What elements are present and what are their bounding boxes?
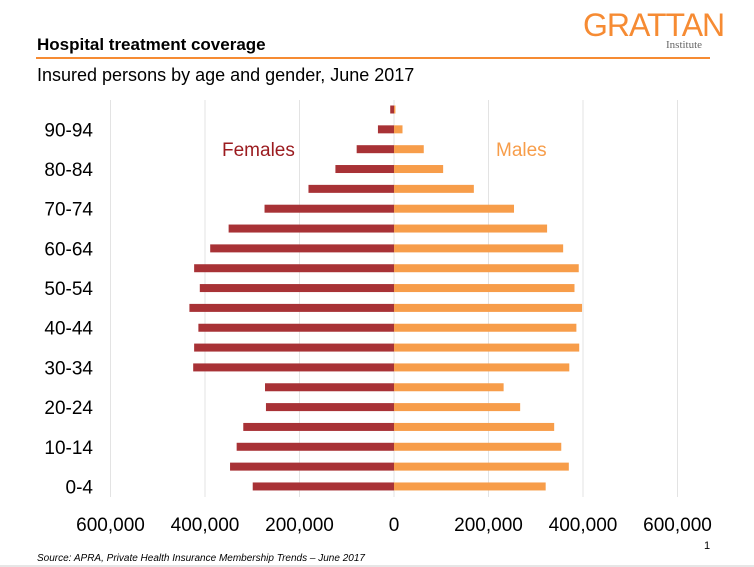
male-bar-50-54 (394, 284, 575, 293)
male-bar-35-39 (394, 343, 580, 352)
gridlines (110, 100, 678, 497)
male-bar-60-64 (394, 244, 564, 253)
male-bar-80-84 (394, 165, 444, 174)
y-tick-label: 80-84 (44, 160, 93, 181)
male-bar-10-14 (394, 442, 562, 451)
male-bar-70-74 (394, 204, 515, 213)
x-tick-label: 400,000 (549, 515, 618, 536)
female-bar-5-9 (230, 462, 394, 471)
males-annotation: Males (496, 140, 547, 161)
male-bar-25-29 (394, 383, 504, 392)
bars (189, 105, 583, 491)
female-bar-30-34 (193, 363, 394, 372)
y-tick-label: 40-44 (44, 319, 93, 340)
female-bar-10-14 (236, 442, 394, 451)
male-bar-15-19 (394, 422, 555, 431)
females-annotation: Females (222, 140, 295, 161)
male-bar-5-9 (394, 462, 569, 471)
grattan-logo: GRATTAN (583, 7, 725, 43)
female-bar-0-4 (252, 482, 394, 491)
y-axis-labels: 0-4 10-14 20-24 30-34 40-44 50-54 60-64 70-74 80… (44, 120, 93, 498)
female-bar-85-89 (356, 145, 394, 154)
grattan-logo-subtitle: Institute (666, 39, 703, 51)
female-bar-75-79 (308, 184, 394, 193)
female-bar-90-94 (377, 125, 394, 134)
female-bar-70-74 (264, 204, 394, 213)
female-bar-35-39 (194, 343, 394, 352)
female-bar-50-54 (199, 284, 394, 293)
y-tick-label: 90-94 (44, 120, 93, 141)
y-tick-label: 10-14 (44, 438, 93, 459)
female-bar-55-59 (194, 264, 394, 273)
male-bar-45-49 (394, 303, 583, 312)
bottom-band (0, 565, 754, 567)
male-bar-65-69 (394, 224, 548, 233)
annotations: Females Males (222, 140, 547, 161)
source-note: Source: APRA, Private Health Insurance M… (37, 553, 365, 564)
x-tick-label: 200,000 (454, 515, 523, 536)
chart-subtitle: Insured persons by age and gender, June … (37, 65, 415, 85)
female-bar-65-69 (228, 224, 394, 233)
male-bar-95+ (394, 105, 396, 114)
x-axis-labels: 600,000 400,000 200,000 0 200,000 400,000 600,… (76, 515, 712, 536)
female-bar-80-84 (335, 165, 394, 174)
male-bar-85-89 (394, 145, 424, 154)
x-tick-label: 400,000 (171, 515, 240, 536)
male-bar-90-94 (394, 125, 403, 134)
y-tick-label: 50-54 (44, 279, 93, 300)
y-tick-label: 30-34 (44, 358, 93, 379)
y-tick-label: 0-4 (66, 477, 94, 498)
female-bar-60-64 (210, 244, 394, 253)
female-bar-20-24 (265, 403, 394, 412)
male-bar-75-79 (394, 184, 474, 193)
x-tick-label: 0 (389, 515, 400, 536)
x-tick-label: 200,000 (265, 515, 334, 536)
male-bar-40-44 (394, 323, 577, 332)
title-underline (36, 57, 710, 59)
female-bar-45-49 (189, 303, 394, 312)
female-bar-40-44 (198, 323, 394, 332)
male-bar-55-59 (394, 264, 579, 273)
x-tick-label: 600,000 (643, 515, 712, 536)
female-bar-15-19 (243, 422, 394, 431)
female-bar-95+ (390, 105, 394, 114)
page-number: 1 (704, 540, 711, 552)
male-bar-30-34 (394, 363, 570, 372)
male-bar-0-4 (394, 482, 546, 491)
female-bar-25-29 (265, 383, 394, 392)
y-tick-label: 60-64 (44, 239, 93, 260)
y-tick-label: 70-74 (44, 200, 93, 221)
chart-title: Hospital treatment coverage (37, 35, 266, 54)
x-tick-label: 600,000 (76, 515, 145, 536)
male-bar-20-24 (394, 403, 521, 412)
y-tick-label: 20-24 (44, 398, 93, 419)
